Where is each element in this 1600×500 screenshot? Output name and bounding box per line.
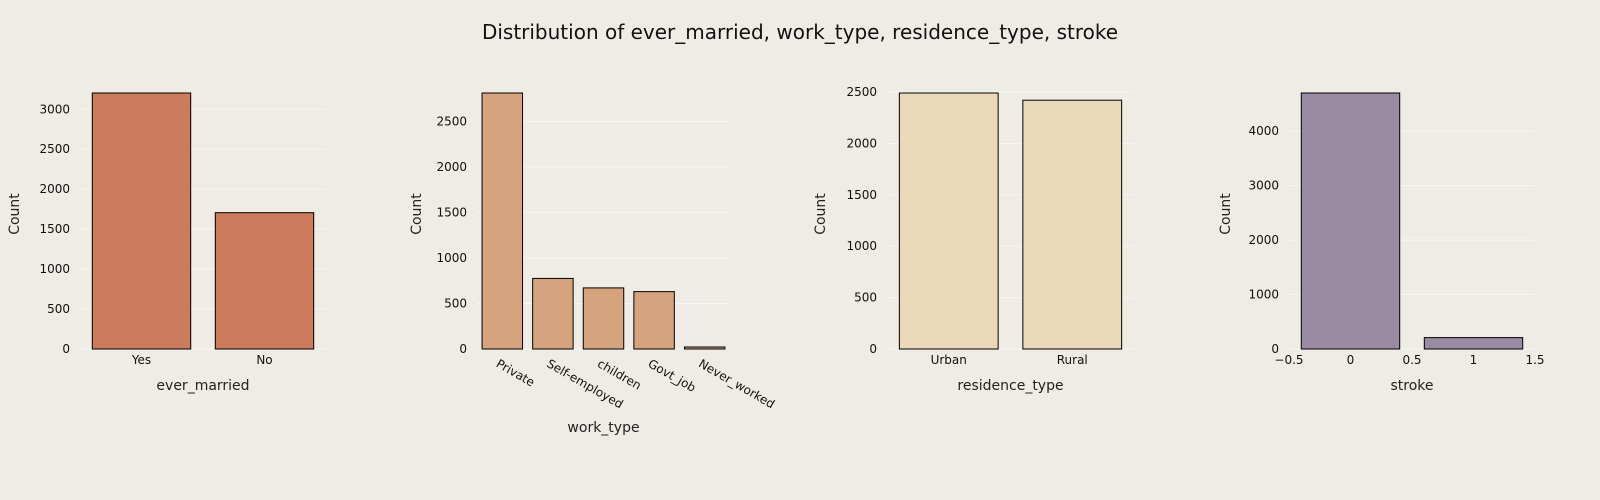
bar [1022, 99, 1123, 350]
x-tick-label: Never_worked [696, 356, 777, 411]
bar [1300, 92, 1401, 350]
x-axis-label: stroke [1390, 378, 1433, 394]
bar [582, 287, 625, 350]
y-tick-label: 1000 [1248, 288, 1279, 302]
x-axis-label: residence_type [957, 378, 1063, 394]
y-axis-label: Count [409, 193, 425, 235]
bar [898, 92, 999, 350]
y-tick-label: 3000 [1248, 179, 1279, 193]
x-axis-label: ever_married [156, 378, 249, 394]
bar [633, 291, 675, 350]
bar [214, 212, 315, 350]
x-axis-label: work_type [567, 420, 639, 436]
y-tick-label: 2500 [436, 114, 467, 128]
chart-title: Distribution of ever_married, work_type,… [481, 20, 1119, 44]
x-tick-label: 0 [1347, 353, 1355, 367]
y-tick-label: 1500 [39, 222, 70, 236]
y-tick-label: 2500 [39, 142, 70, 156]
y-tick-label: 1000 [39, 262, 70, 276]
y-tick-label: 2500 [846, 85, 877, 99]
x-tick-label: −0.5 [1274, 353, 1303, 367]
bar [532, 277, 574, 350]
bar [481, 92, 524, 350]
y-tick-label: 500 [47, 302, 70, 316]
y-tick-label: 0 [62, 342, 70, 356]
x-tick-label: Yes [131, 353, 151, 367]
x-tick-label: 1 [1470, 353, 1478, 367]
y-tick-label: 2000 [436, 160, 467, 174]
y-axis-label: Count [7, 193, 23, 235]
y-tick-label: 1000 [846, 239, 877, 253]
x-tick-label: Private [494, 356, 537, 389]
y-tick-label: 0 [869, 342, 877, 356]
y-tick-label: 1500 [846, 188, 877, 202]
y-axis-label: Count [1218, 193, 1234, 235]
y-tick-label: 2000 [1248, 233, 1279, 247]
bar [91, 92, 192, 350]
x-tick-label: Urban [931, 353, 967, 367]
y-tick-label: 2000 [39, 182, 70, 196]
y-tick-label: 0 [459, 342, 467, 356]
x-tick-label: Govt_job [646, 356, 699, 394]
bar [1423, 337, 1524, 350]
y-tick-label: 1500 [436, 205, 467, 219]
y-tick-label: 4000 [1248, 124, 1279, 138]
y-axis-label: Count [813, 193, 829, 235]
x-tick-label: No [256, 353, 272, 367]
y-tick-label: 500 [854, 291, 877, 305]
x-tick-label: Rural [1057, 353, 1088, 367]
y-tick-label: 0 [1271, 342, 1279, 356]
x-tick-label: 1.5 [1525, 353, 1544, 367]
y-tick-label: 2000 [846, 136, 877, 150]
y-tick-label: 3000 [39, 102, 70, 116]
y-tick-label: 500 [444, 296, 467, 310]
bar [683, 346, 726, 350]
y-tick-label: 1000 [436, 251, 467, 265]
x-tick-label: 0.5 [1402, 353, 1421, 367]
